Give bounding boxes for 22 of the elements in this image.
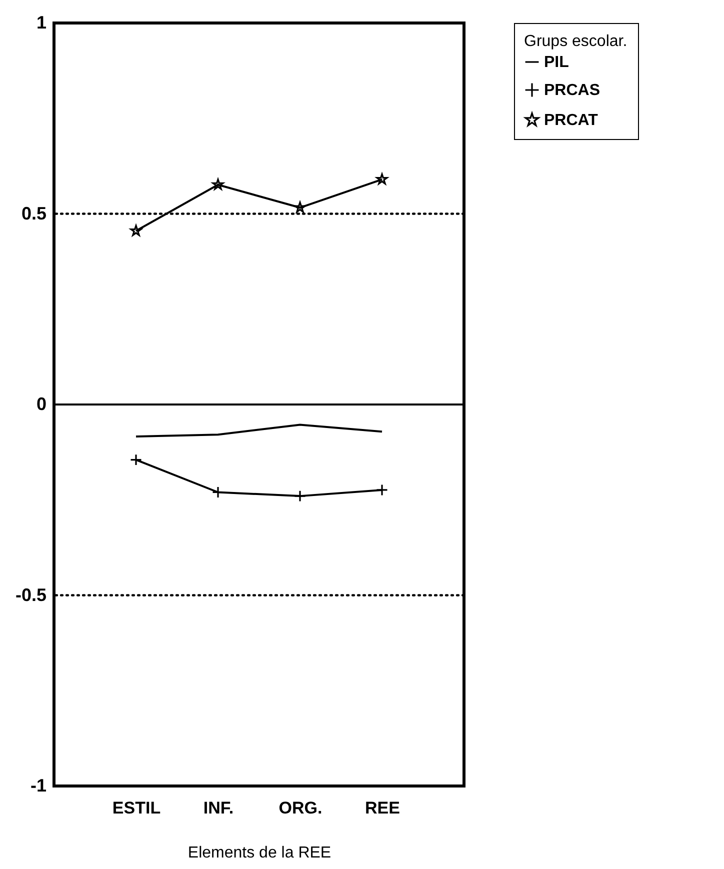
point <box>376 484 388 496</box>
legend-title: Grups escolar. <box>524 33 628 50</box>
x-tick-label: ORG. <box>278 798 322 818</box>
x-tick-label: REE <box>365 798 400 818</box>
y-tick-label: -0.5 <box>15 584 46 605</box>
legend-label: PRCAT <box>544 112 598 129</box>
y-tick-label: 0 <box>36 394 46 414</box>
x-axis-title: Elements de la REE <box>188 844 332 862</box>
x-tick-label: INF. <box>203 798 234 818</box>
point <box>130 224 142 236</box>
legend-label: PRCAS <box>544 82 600 99</box>
point <box>294 202 306 213</box>
x-tick-label: ESTIL <box>112 798 161 818</box>
point <box>294 490 306 502</box>
point <box>130 454 142 466</box>
y-tick-label: 0.5 <box>21 203 46 224</box>
point <box>212 178 224 190</box>
line-series <box>135 424 383 438</box>
legend-label: PIL <box>544 54 570 71</box>
point <box>376 173 388 184</box>
y-tick-label: -1 <box>30 776 46 796</box>
y-tick-label: 1 <box>36 12 46 32</box>
